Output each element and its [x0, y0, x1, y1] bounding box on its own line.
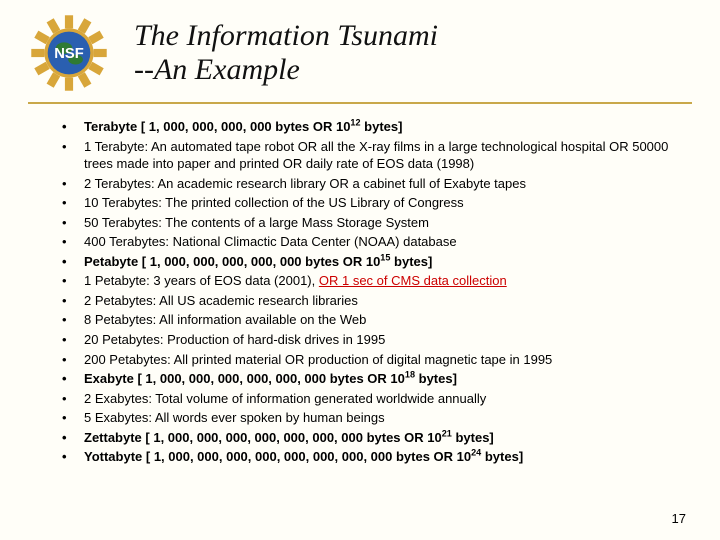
bullet-text: 20 Petabytes: Production of hard-disk dr…	[84, 332, 385, 347]
bullet-text: 200 Petabytes: All printed material OR p…	[84, 352, 552, 367]
bullet-item: 2 Exabytes: Total volume of information …	[58, 390, 692, 408]
nsf-logo: NSF	[28, 12, 110, 94]
bullet-text: 8 Petabytes: All information available o…	[84, 312, 366, 327]
bullet-item: 200 Petabytes: All printed material OR p…	[58, 351, 692, 369]
page-number: 17	[672, 511, 686, 526]
bullet-item: 2 Petabytes: All US academic research li…	[58, 292, 692, 310]
bullet-text: Terabyte [ 1, 000, 000, 000, 000 bytes O…	[84, 119, 350, 134]
bullet-item: Yottabyte [ 1, 000, 000, 000, 000, 000, …	[58, 448, 692, 466]
bullet-text: 50 Terabytes: The contents of a large Ma…	[84, 215, 429, 230]
bullet-text: bytes]	[481, 449, 523, 464]
bullet-text: 5 Exabytes: All words ever spoken by hum…	[84, 410, 385, 425]
bullet-text: 1 Terabyte: An automated tape robot OR a…	[84, 139, 668, 172]
bullet-text: 12	[350, 118, 360, 128]
slide: NSF The Information Tsunami --An Example…	[0, 0, 720, 540]
bullet-text: Yottabyte [ 1, 000, 000, 000, 000, 000, …	[84, 449, 471, 464]
bullet-text: 21	[442, 428, 452, 438]
bullet-text: 2 Exabytes: Total volume of information …	[84, 391, 486, 406]
bullet-text: 2 Petabytes: All US academic research li…	[84, 293, 358, 308]
bullet-text: bytes]	[452, 430, 494, 445]
nsf-logo-text: NSF	[54, 46, 84, 62]
bullet-item: 2 Terabytes: An academic research librar…	[58, 175, 692, 193]
nsf-logo-svg: NSF	[28, 12, 110, 94]
bullet-item: 50 Terabytes: The contents of a large Ma…	[58, 214, 692, 232]
bullet-item: 1 Petabyte: 3 years of EOS data (2001), …	[58, 272, 692, 290]
bullet-item: Exabyte [ 1, 000, 000, 000, 000, 000, 00…	[58, 370, 692, 388]
bullet-item: 8 Petabytes: All information available o…	[58, 311, 692, 329]
bullet-list: Terabyte [ 1, 000, 000, 000, 000 bytes O…	[28, 118, 692, 466]
bullet-text: Exabyte [ 1, 000, 000, 000, 000, 000, 00…	[84, 371, 405, 386]
bullet-item: Zettabyte [ 1, 000, 000, 000, 000, 000, …	[58, 429, 692, 447]
bullet-item: 1 Terabyte: An automated tape robot OR a…	[58, 138, 692, 173]
bullet-item: 400 Terabytes: National Climactic Data C…	[58, 233, 692, 251]
bullet-item: Petabyte [ 1, 000, 000, 000, 000, 000 by…	[58, 253, 692, 271]
title-block: The Information Tsunami --An Example	[134, 19, 438, 88]
title-line-1: The Information Tsunami	[134, 19, 438, 54]
title-line-2: --An Example	[134, 53, 438, 88]
bullet-text: Petabyte [ 1, 000, 000, 000, 000, 000 by…	[84, 254, 380, 269]
bullet-item: 20 Petabytes: Production of hard-disk dr…	[58, 331, 692, 349]
bullet-text: 2 Terabytes: An academic research librar…	[84, 176, 526, 191]
bullet-text: Zettabyte [ 1, 000, 000, 000, 000, 000, …	[84, 430, 442, 445]
bullet-text: 18	[405, 370, 415, 380]
bullet-text: 10 Terabytes: The printed collection of …	[84, 195, 464, 210]
bullet-text: 1 Petabyte: 3 years of EOS data (2001),	[84, 273, 319, 288]
bullet-item: 5 Exabytes: All words ever spoken by hum…	[58, 409, 692, 427]
bullet-item: Terabyte [ 1, 000, 000, 000, 000 bytes O…	[58, 118, 692, 136]
bullet-text: 400 Terabytes: National Climactic Data C…	[84, 234, 457, 249]
bullet-item: 10 Terabytes: The printed collection of …	[58, 194, 692, 212]
bullet-text: bytes]	[361, 119, 403, 134]
bullet-text: 15	[380, 253, 390, 263]
bullet-text: OR 1 sec of CMS data collection	[319, 273, 507, 288]
header: NSF The Information Tsunami --An Example	[28, 12, 692, 104]
bullet-text: 24	[471, 448, 481, 458]
bullet-text: bytes]	[390, 254, 432, 269]
bullet-text: bytes]	[415, 371, 457, 386]
